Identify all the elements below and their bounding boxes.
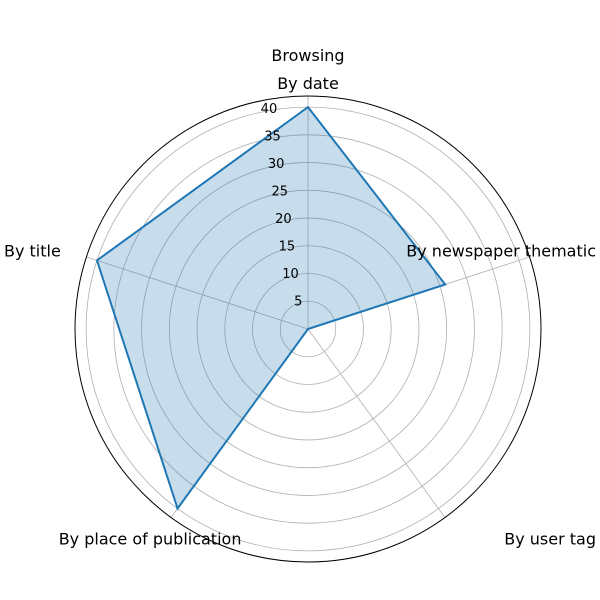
rtick-label-25: 25 [271,184,288,199]
spoke-5 [86,256,309,330]
rtick-label-15: 15 [279,239,296,254]
rtick-label-40: 40 [261,102,278,117]
category-label-2: By newspaper thematic [406,242,596,261]
polar-frame [74,95,542,563]
chart-title: Browsing [271,46,344,65]
rtick-label-20: 20 [275,212,292,227]
rtick-label-5: 5 [294,294,302,309]
category-label-1: By date [277,74,339,93]
rtick-label-35: 35 [264,129,281,144]
category-label-4: By place of publication [59,529,242,548]
rtick-label-10: 10 [282,267,299,282]
category-label-5: By title [4,242,61,261]
radial-tick-labels: 5 10 15 20 25 30 35 40 [261,102,303,310]
series-layer [95,105,447,511]
rtick-label-30: 30 [268,157,285,172]
series-area-1 [95,105,447,511]
spoke-3 [307,328,446,518]
category-labels: By date By newspaper thematic By user tag B… [4,74,596,548]
category-label-3: By user tag [504,529,596,548]
